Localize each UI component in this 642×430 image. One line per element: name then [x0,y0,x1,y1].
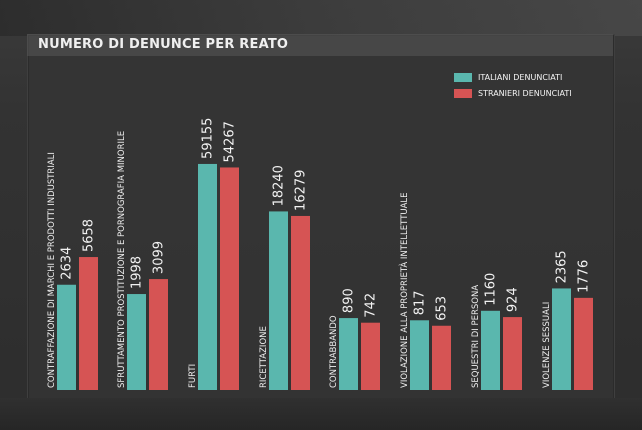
value-label-italiani-violenze-sessuali: 2365 [555,250,570,283]
bar-italiani-sfruttamento-prostituzione-e-pornografia-minorile [127,294,146,390]
value-label-italiani-violazione-alla-proprieta-intellettuale: 817 [413,290,428,315]
category-label-violazione-alla-proprieta-intellettuale: VIOLAZIONE ALLA PROPRIETÀ INTELLETTUALE [398,192,410,388]
category-label-ricettazione: RICETTAZIONE [259,326,269,388]
category-label-contrabbando: CONTRABBANDO [329,315,339,388]
bar-italiani-sequestri-di-persona [481,310,500,390]
chart-title: NUMERO DI DENUNCE PER REATO [38,37,289,52]
legend-label-stranieri: STRANIERI DENUNCIATI [478,89,572,98]
legend-swatch-stranieri [454,89,472,98]
value-label-stranieri-ricettazione: 16279 [294,170,309,211]
value-label-stranieri-sequestri-di-persona: 924 [506,287,521,312]
value-label-stranieri-contraffazione-di-marchi-e-prodotti-industriali: 5658 [82,219,97,252]
bar-italiani-contraffazione-di-marchi-e-prodotti-industriali [57,284,76,390]
legend-swatch-italiani [454,73,472,82]
category-label-contraffazione-di-marchi-e-prodotti-industriali: CONTRAFFAZIONE DI MARCHI E PRODOTTI INDU… [47,152,57,388]
bar-italiani-violazione-alla-proprieta-intellettuale [410,320,429,390]
legend-label-italiani: ITALIANI DENUNCIATI [478,73,563,82]
bar-italiani-violenze-sessuali [552,288,571,390]
value-label-italiani-ricettazione: 18240 [272,165,287,206]
bar-italiani-contrabbando [339,318,358,390]
value-label-stranieri-contrabbando: 742 [364,293,379,318]
category-label-sfruttamento-prostituzione-e-pornografia-minorile: SFRUTTAMENTO PROSTITUZIONE E PORNOGRAFIA… [117,131,127,388]
category-label-violenze-sessuali: VIOLENZE SESSUALI [542,302,552,388]
value-label-italiani-contrabbando: 890 [342,288,357,313]
bar-stranieri-contraffazione-di-marchi-e-prodotti-industriali [79,257,98,390]
bar-stranieri-sfruttamento-prostituzione-e-pornografia-minorile [149,279,168,390]
value-label-italiani-furti: 59155 [201,118,216,159]
bar-stranieri-sequestri-di-persona [503,317,522,390]
bar-stranieri-furti [220,167,239,390]
bar-stranieri-ricettazione [291,215,310,390]
value-label-stranieri-furti: 54267 [223,121,238,162]
bar-stranieri-contrabbando [361,322,380,390]
value-label-italiani-contraffazione-di-marchi-e-prodotti-industriali: 2634 [60,247,75,280]
value-label-italiani-sequestri-di-persona: 1160 [484,273,499,306]
bar-stranieri-violenze-sessuali [574,297,593,390]
value-label-stranieri-violenze-sessuali: 1776 [577,260,592,293]
category-label-sequestri-di-persona: SEQUESTRI DI PERSONA [471,285,481,388]
category-label-furti: FURTI [188,364,198,388]
bar-italiani-furti [198,163,217,390]
bottom-strip [0,398,642,430]
value-label-italiani-sfruttamento-prostituzione-e-pornografia-minorile: 1998 [130,256,145,289]
title-bar [27,34,613,56]
value-label-stranieri-sfruttamento-prostituzione-e-pornografia-minorile: 3099 [152,241,167,274]
value-label-stranieri-violazione-alla-proprieta-intellettuale: 653 [435,296,450,321]
bar-stranieri-violazione-alla-proprieta-intellettuale [432,325,451,390]
bar-italiani-ricettazione [269,211,288,390]
